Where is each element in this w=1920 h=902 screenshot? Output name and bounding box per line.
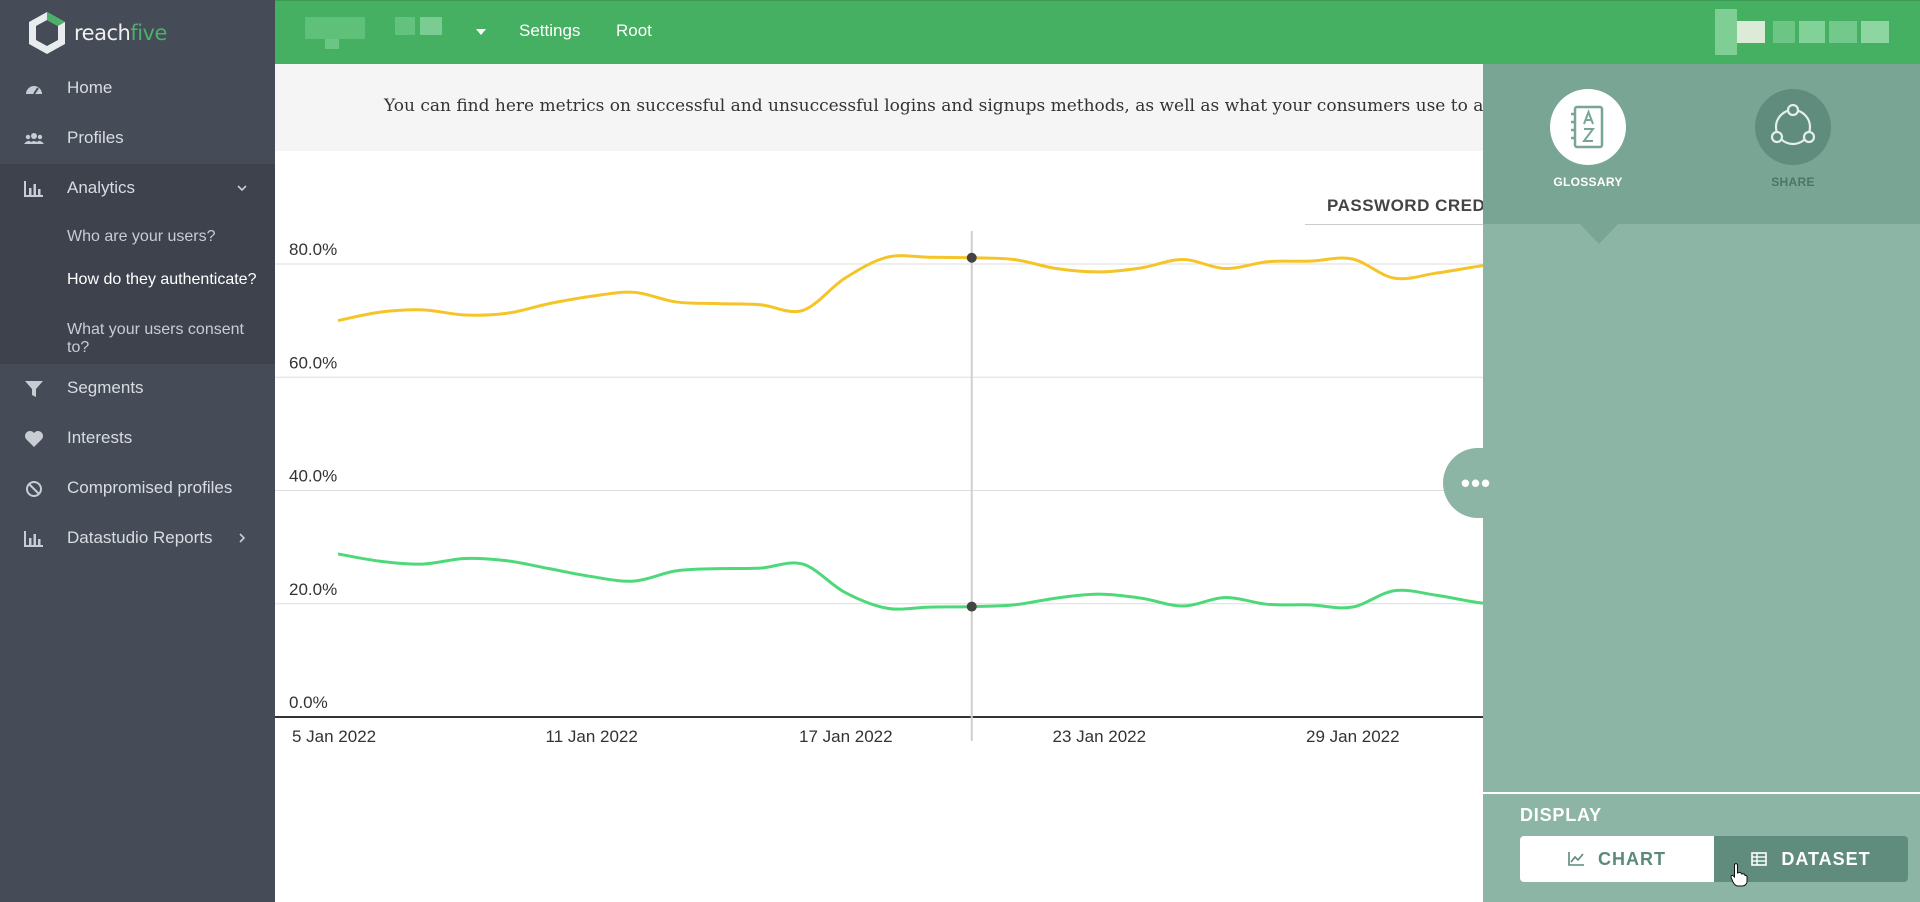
sidebar-item-profiles[interactable]: Profiles <box>0 114 275 162</box>
glossary-az-icon <box>1571 105 1604 149</box>
share-icon <box>1770 104 1816 146</box>
user-menu[interactable] <box>1715 9 1895 55</box>
series-line-0 <box>337 254 1483 323</box>
sidebar-item-label: Compromised profiles <box>67 478 233 497</box>
sidebar-item-datastudio-reports[interactable]: Datastudio Reports <box>0 514 275 562</box>
brand-logo[interactable]: reach five <box>24 10 167 56</box>
sidebar-item-segments[interactable]: Segments <box>0 364 275 412</box>
topbar-root-link[interactable]: Root <box>616 21 652 40</box>
display-chart-button[interactable]: CHART <box>1520 836 1714 882</box>
sidebar: reach five Home Profiles Analytics Who ar… <box>0 0 275 902</box>
blurred-user-name <box>1773 21 1795 43</box>
blurred-org-name <box>325 39 339 49</box>
legend-tab-password-credentials[interactable]: PASSWORD CREDENTIALS <box>1305 188 1483 225</box>
share-button[interactable]: SHARE <box>1738 89 1848 189</box>
caret-down-icon[interactable] <box>476 29 486 35</box>
series-line-1 <box>337 552 1483 611</box>
display-dataset-button[interactable]: DATASET <box>1714 836 1908 882</box>
brand-name-part2: five <box>130 21 167 45</box>
sidebar-item-label: Profiles <box>67 128 124 147</box>
share-label: SHARE <box>1771 175 1815 189</box>
y-tick-label: 40.0% <box>289 467 337 486</box>
chart-button-label: CHART <box>1598 848 1666 869</box>
organization-selector[interactable] <box>305 13 485 53</box>
analytics-submenu: Who are your users? How do they authenti… <box>0 212 275 364</box>
submenu-who-are-your-users[interactable]: Who are your users? <box>67 228 216 245</box>
blurred-user-name <box>1799 21 1825 43</box>
glossary-button[interactable]: GLOSSARY <box>1533 89 1643 189</box>
reachfive-logo-icon <box>29 12 65 54</box>
top-bar: Settings Root <box>275 0 1920 64</box>
y-tick-label: 60.0% <box>289 353 337 372</box>
blurred-user-name <box>1861 21 1889 43</box>
x-tick-label: 11 Jan 2022 <box>546 727 638 746</box>
hand-cursor-icon <box>1730 863 1748 887</box>
sidebar-item-analytics[interactable]: Analytics <box>0 164 275 212</box>
blurred-org-name <box>420 17 442 35</box>
blurred-avatar <box>1715 9 1737 55</box>
dataset-button-label: DATASET <box>1781 848 1871 869</box>
sidebar-item-home[interactable]: Home <box>0 64 275 112</box>
submenu-what-your-users-consent-to[interactable]: What your users consent to? <box>67 321 244 356</box>
submenu-how-do-they-authenticate[interactable]: How do they authenticate? <box>67 271 257 288</box>
blurred-org-name <box>305 17 365 39</box>
x-tick-label: 29 Jan 2022 <box>1306 727 1400 746</box>
chevron-down-icon <box>237 185 247 192</box>
hover-point-0 <box>966 252 977 263</box>
more-dots-icon: ••• <box>1460 467 1492 498</box>
ban-icon <box>26 481 42 497</box>
chevron-right-icon <box>239 533 246 543</box>
bar-chart-icon <box>24 531 43 547</box>
line-chart-icon <box>1568 852 1584 866</box>
y-tick-label: 20.0% <box>289 580 337 599</box>
x-tick-label: 17 Jan 2022 <box>799 727 893 746</box>
line-chart: 0.0% 20.0% 40.0% 60.0% 80.0% 5 Jan 2022 11 Jan… <box>275 231 1483 746</box>
side-panel: GLOSSARY SHARE DISPLAY CHART DATASET <box>1483 64 1920 902</box>
dashboard-icon <box>26 86 42 95</box>
sidebar-item-interests[interactable]: Interests <box>0 414 275 462</box>
panel-toggle-handle[interactable]: ••• <box>1443 448 1503 518</box>
x-tick-label: 23 Jan 2022 <box>1053 727 1147 746</box>
sidebar-item-label: Datastudio Reports <box>67 528 213 547</box>
blurred-user-name <box>1829 21 1857 43</box>
topbar-settings-link[interactable]: Settings <box>519 21 581 40</box>
share-circle <box>1755 89 1831 165</box>
x-tick-label: 5 Jan 2022 <box>292 727 376 746</box>
page-description: You can find here metrics on successful … <box>275 64 1483 151</box>
y-tick-label: 0.0% <box>289 693 328 712</box>
sidebar-item-label: Analytics <box>67 178 136 197</box>
heart-icon <box>25 431 43 447</box>
description-text: You can find here metrics on successful … <box>384 96 1483 116</box>
panel-pointer <box>1580 224 1618 244</box>
sidebar-item-compromised-profiles[interactable]: Compromised profiles <box>0 464 275 512</box>
display-label: DISPLAY <box>1520 805 1602 825</box>
table-icon <box>1751 852 1768 866</box>
y-tick-label: 80.0% <box>289 240 337 259</box>
sidebar-item-label: Interests <box>67 428 133 447</box>
glossary-circle <box>1550 89 1626 165</box>
brand-name-part1: reach <box>74 21 131 45</box>
display-divider <box>1483 792 1920 794</box>
hover-point-1 <box>966 601 977 612</box>
sidebar-item-label: Segments <box>67 378 144 397</box>
chart-area: PASSWORD CREDENTIALS 0.0% 20.0% 40.0% 60.0%… <box>275 151 1483 902</box>
bar-chart-icon <box>24 181 43 197</box>
blurred-avatar <box>1737 21 1765 43</box>
blurred-org-name <box>395 17 415 35</box>
users-icon <box>24 133 44 144</box>
glossary-label: GLOSSARY <box>1553 175 1623 189</box>
sidebar-item-label: Home <box>67 78 113 97</box>
filter-icon <box>25 381 43 397</box>
